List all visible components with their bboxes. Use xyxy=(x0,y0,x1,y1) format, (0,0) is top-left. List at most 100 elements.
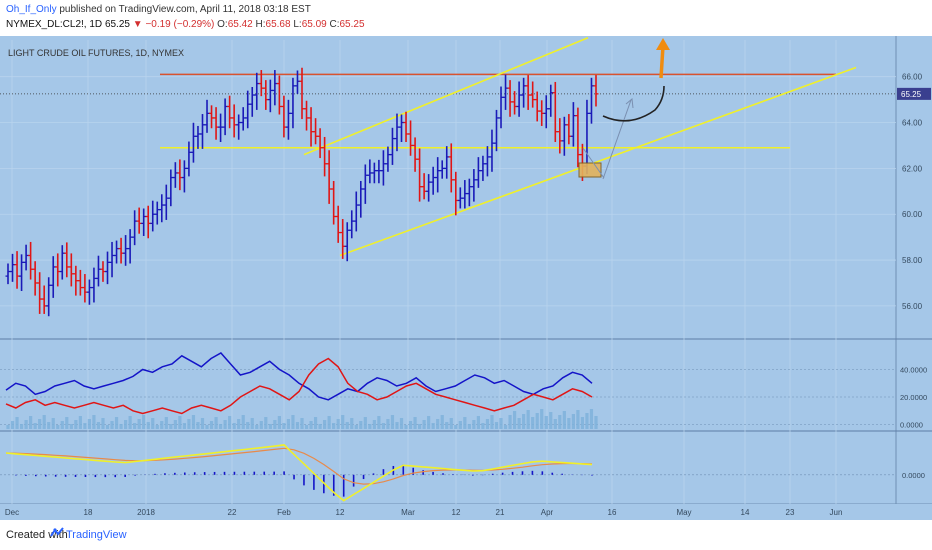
volume-bar xyxy=(137,419,141,429)
dmi-tick-label: 20.0000 xyxy=(900,393,927,402)
price-tick-label: 58.00 xyxy=(902,256,923,265)
volume-bar xyxy=(228,416,232,429)
volume-bar xyxy=(232,423,236,429)
volume-bar xyxy=(413,417,417,429)
price-tick-label: 66.00 xyxy=(902,73,923,82)
volume-bar xyxy=(42,415,46,429)
volume-bar xyxy=(363,417,367,429)
time-tick-label: May xyxy=(676,508,691,517)
time-tick-label: Mar xyxy=(401,508,415,517)
volume-bar xyxy=(571,414,575,429)
volume-bar xyxy=(522,414,526,429)
volume-bar xyxy=(390,415,395,429)
volume-bar xyxy=(562,411,566,429)
volume-bar xyxy=(105,425,110,429)
volume-bar xyxy=(83,423,87,429)
volume-bar xyxy=(517,418,521,429)
price-tick-label: 64.00 xyxy=(902,119,923,128)
volume-bar xyxy=(300,418,304,429)
volume-bar xyxy=(223,420,227,429)
price-change: −0.19 (−0.29%) xyxy=(145,19,215,30)
volume-bar xyxy=(445,422,449,429)
volume-bar xyxy=(386,419,390,429)
dmi-minus-line xyxy=(5,357,593,415)
volume-bar xyxy=(472,420,476,429)
volume-bar xyxy=(38,419,42,429)
volume-bar xyxy=(196,422,200,429)
dmi-plus-line xyxy=(5,352,593,401)
volume-bar xyxy=(33,423,37,429)
low-value: 65.09 xyxy=(301,19,327,30)
volume-bar xyxy=(78,416,82,429)
volume-bar xyxy=(164,417,168,429)
macd-line xyxy=(5,444,593,502)
price-tick-label: 62.00 xyxy=(902,164,923,173)
volume-bar xyxy=(209,421,214,429)
volume-bar xyxy=(553,419,557,429)
volume-bar xyxy=(178,416,182,429)
volume-bar xyxy=(119,424,123,429)
volume-bar xyxy=(395,422,399,429)
volume-bar xyxy=(422,420,426,429)
time-tick-label: 22 xyxy=(228,508,237,517)
volume-bar xyxy=(454,425,458,429)
time-tick-label: 18 xyxy=(84,508,93,517)
chart-header: Oh_If_Only published on TradingView.com,… xyxy=(0,0,932,36)
time-axis-background xyxy=(0,504,932,520)
volume-bar xyxy=(345,422,349,429)
channel-lower-line xyxy=(339,66,857,257)
volume-bar xyxy=(6,425,10,429)
volume-bar xyxy=(255,425,259,429)
volume-bar xyxy=(467,424,471,429)
volume-bar xyxy=(151,418,155,429)
volume-bar xyxy=(10,421,15,429)
time-tick-label: 21 xyxy=(496,508,505,517)
volume-bar xyxy=(237,419,241,429)
volume-bar xyxy=(218,424,223,429)
volume-bar xyxy=(246,422,250,429)
volume-bar xyxy=(399,418,404,429)
chart-title: LIGHT CRUDE OIL FUTURES, 1D, NYMEX xyxy=(8,48,185,58)
volume-bar xyxy=(268,424,272,429)
volume-bar xyxy=(567,418,571,429)
open-value: 65.42 xyxy=(227,19,253,30)
time-tick-label: 16 xyxy=(608,508,617,517)
volume-bar xyxy=(15,417,19,429)
time-tick-label: Dec xyxy=(5,508,19,517)
volume-bar xyxy=(259,421,263,429)
volume-bar xyxy=(332,423,336,429)
low-label: L: xyxy=(293,19,302,30)
volume-bar xyxy=(124,420,128,429)
volume-bar xyxy=(56,425,60,429)
price-chart-svg[interactable]: Dec 18 2018 22 Feb 12 Mar 12 21 Apr 16 May 14 23 Jun 56… xyxy=(0,36,932,520)
volume-bar xyxy=(558,415,562,429)
last-price-badge xyxy=(897,87,931,100)
volume-bar xyxy=(540,409,544,429)
volume-bar xyxy=(65,417,69,429)
author-link[interactable]: Oh_If_Only xyxy=(6,4,57,15)
volume-bar xyxy=(128,416,132,429)
projection-line xyxy=(582,147,605,179)
tradingview-brand[interactable]: TradingView xyxy=(66,529,127,541)
chart-area[interactable]: Dec 18 2018 22 Feb 12 Mar 12 21 Apr 16 May 14 23 Jun 56… xyxy=(0,36,932,520)
volume-bar xyxy=(576,410,580,429)
volume-bar xyxy=(29,416,33,429)
footer: Created with TradingView xyxy=(0,520,932,550)
time-tick-label: 2018 xyxy=(137,508,155,517)
target-arrow xyxy=(659,45,665,79)
volume-bar xyxy=(155,425,159,429)
volume-bar xyxy=(200,418,205,429)
time-tick-label: 12 xyxy=(452,508,461,517)
last-price: 65.25 xyxy=(104,19,130,30)
volume-bar xyxy=(503,425,508,429)
down-arrow-icon: ▼ xyxy=(132,19,143,30)
volume-bar xyxy=(264,417,268,429)
last-price-label: 65.25 xyxy=(901,90,922,99)
volume-bar xyxy=(169,424,173,429)
projection-curve xyxy=(602,85,665,122)
volume-bar xyxy=(318,424,322,429)
volume-bar xyxy=(531,417,535,429)
ohlc-legend: NYMEX_DL:CL2!, 1D 65.25 ▼ −0.19 (−0.29%)… xyxy=(6,19,365,30)
publish-text: published on TradingView.com, April 11, … xyxy=(59,4,311,15)
dmi-tick-label: 40.0000 xyxy=(900,366,927,375)
